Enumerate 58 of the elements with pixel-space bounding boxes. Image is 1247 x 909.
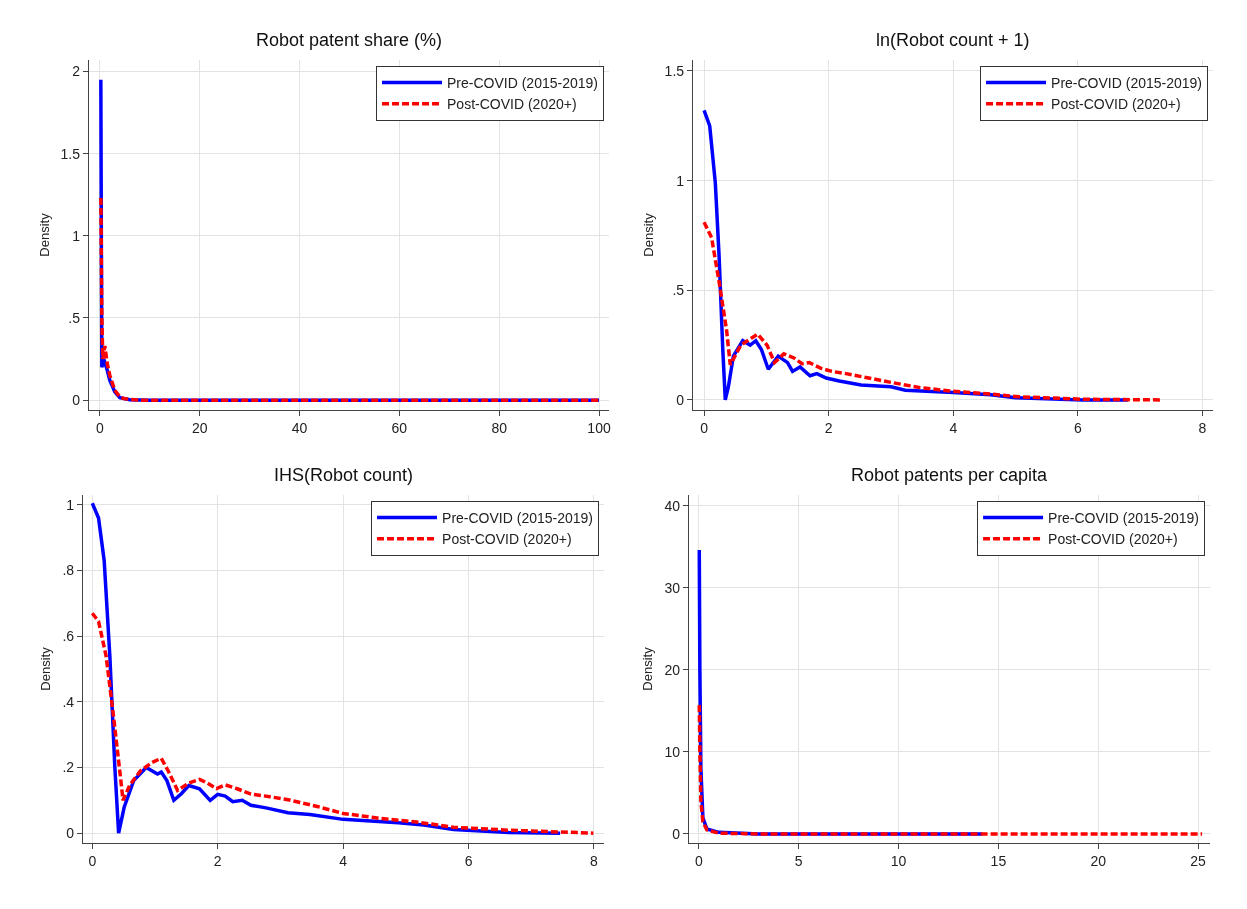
y-tick-label: 10 [664,743,681,760]
y-tick-label: 1.5 [664,62,685,79]
x-tick-label: 0 [700,419,709,436]
legend-label: Post-COVID (2020+) [1051,96,1181,113]
x-tick-label: 15 [990,852,1007,869]
x-tick-label: 8 [1198,419,1207,436]
y-tick-label: 2 [72,63,81,80]
legend-label: Pre-COVID (2015-2019) [1048,510,1200,527]
y-tick-label: 1 [72,227,81,244]
x-tick-label: 25 [1190,852,1207,869]
y-tick-label: .6 [62,628,75,645]
x-tick-label: 2 [213,852,222,869]
y-tick-label: .8 [62,562,75,579]
y-tick-label: 0 [72,392,81,409]
y-tick-label: 0 [672,825,681,842]
x-tick-label: 20 [191,419,208,436]
x-tick-label: 4 [949,419,958,436]
y-tick-label: .2 [62,759,75,776]
chart-title: Robot patents per capita [851,465,1049,485]
legend-label: Pre-COVID (2015-2019) [1051,75,1203,92]
y-tick-label: 1.5 [60,145,81,162]
y-tick-label: 40 [664,497,681,514]
x-tick-label: 2 [824,419,833,436]
y-tick-label: 0 [676,391,685,408]
x-tick-label: 40 [291,419,308,436]
y-tick-label: 1 [66,496,75,513]
x-tick-label: 0 [694,852,703,869]
x-tick-label: 5 [794,852,803,869]
chart-title: IHS(Robot count) [274,465,414,485]
y-axis-title: Density [640,212,656,257]
y-tick-label: 0 [66,825,75,842]
y-tick-label: 1 [676,172,685,189]
legend-label: Post-COVID (2020+) [442,531,572,548]
y-tick-label: 30 [664,579,681,596]
y-axis-title: Density [640,646,656,691]
y-axis-title: Density [36,212,52,257]
x-tick-label: 0 [88,852,97,869]
x-tick-label: 0 [95,419,104,436]
chart-title: Robot patent share (%) [256,30,443,50]
legend-label: Pre-COVID (2015-2019) [442,510,593,527]
chart-title: ln(Robot count + 1) [876,30,1030,50]
x-tick-label: 6 [1073,419,1082,436]
legend-label: Post-COVID (2020+) [447,96,577,113]
x-tick-label: 4 [339,852,348,869]
y-tick-label: 20 [664,661,681,678]
y-tick-label: .4 [62,693,75,710]
x-tick-label: 10 [890,852,907,869]
y-axis-title: Density [38,646,54,691]
y-tick-label: .5 [68,309,81,326]
x-tick-label: 60 [391,419,408,436]
y-tick-label: .5 [672,282,685,299]
x-tick-label: 20 [1090,852,1107,869]
x-tick-label: 8 [590,852,599,869]
legend-label: Post-COVID (2020+) [1048,531,1178,548]
x-tick-label: 100 [587,419,611,436]
x-tick-label: 6 [464,852,473,869]
legend-label: Pre-COVID (2015-2019) [447,75,598,92]
x-tick-label: 80 [491,419,508,436]
